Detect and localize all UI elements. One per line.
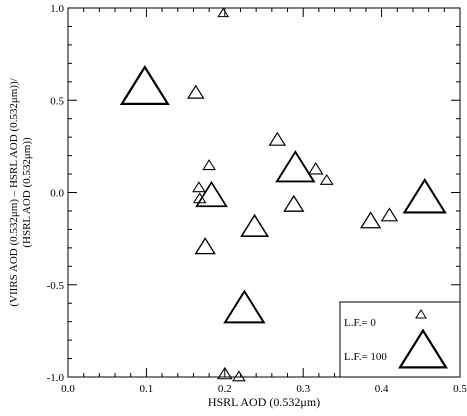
data-point bbox=[275, 150, 316, 183]
x-tick-label: 0.2 bbox=[218, 383, 232, 395]
legend-marker-lf-100 bbox=[398, 328, 448, 369]
data-point bbox=[232, 370, 246, 382]
x-tick-label: 0.4 bbox=[375, 383, 389, 395]
data-point bbox=[268, 131, 287, 146]
y-tick-label: 0.5 bbox=[50, 95, 64, 107]
data-point bbox=[283, 194, 305, 212]
data-point bbox=[202, 159, 216, 171]
data-point bbox=[216, 366, 233, 380]
data-point bbox=[223, 289, 266, 324]
data-point bbox=[359, 211, 382, 229]
y-tick-label: 1.0 bbox=[50, 3, 64, 15]
y-tick-label: 0.0 bbox=[50, 188, 64, 200]
x-tick-label: 0.3 bbox=[296, 383, 310, 395]
legend: L.F.= 0 L.F.= 100 bbox=[339, 301, 461, 378]
x-axis-label: HSRL AOD (0.532μm) bbox=[208, 395, 320, 409]
y-tick-label: -0.5 bbox=[47, 280, 65, 292]
x-tick-label: 0.1 bbox=[140, 383, 154, 395]
legend-label-lf-100: L.F.= 100 bbox=[344, 351, 387, 363]
data-point bbox=[217, 7, 230, 18]
legend-box bbox=[339, 301, 461, 378]
data-point bbox=[319, 173, 334, 185]
legend-marker-lf-0 bbox=[415, 309, 427, 319]
data-points bbox=[119, 7, 447, 382]
data-point bbox=[307, 162, 324, 175]
data-point bbox=[187, 84, 205, 99]
y-axis-label-line-1: (VIIRS AOD (0.532μm) – HSRL AOD (0.532μm… bbox=[8, 77, 20, 306]
data-point bbox=[380, 207, 399, 222]
legend-label-lf-0: L.F.= 0 bbox=[344, 317, 376, 329]
x-tick-label: 0.5 bbox=[453, 383, 467, 395]
data-point bbox=[195, 180, 228, 208]
data-point bbox=[194, 237, 216, 255]
y-axis-label-line-2: (HSRL AOD (0.532μm)) bbox=[21, 137, 33, 248]
x-tick-label: 0.0 bbox=[61, 383, 75, 395]
data-point bbox=[240, 213, 270, 237]
data-point bbox=[402, 178, 447, 214]
data-point bbox=[119, 65, 170, 105]
data-point bbox=[192, 181, 206, 193]
y-tick-label: -1.0 bbox=[47, 372, 65, 384]
y-axis-label: (VIIRS AOD (0.532μm) – HSRL AOD (0.532μm… bbox=[8, 77, 33, 306]
